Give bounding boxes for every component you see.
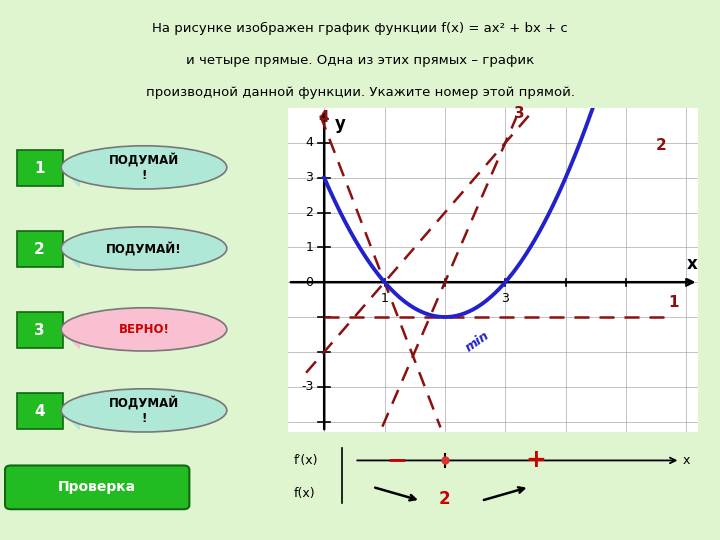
- Polygon shape: [61, 151, 83, 186]
- Text: ПОДУМАЙ
!: ПОДУМАЙ !: [109, 153, 179, 182]
- Text: 2: 2: [656, 138, 667, 153]
- Text: На рисунке изображен график функции f(x) = ax² + bx + c: На рисунке изображен график функции f(x)…: [152, 22, 568, 35]
- Text: f′(x): f′(x): [294, 454, 318, 467]
- Polygon shape: [61, 313, 83, 348]
- Text: y: y: [335, 115, 346, 133]
- Text: 3: 3: [305, 171, 313, 184]
- Ellipse shape: [61, 308, 227, 351]
- Text: Проверка: Проверка: [58, 480, 136, 494]
- Ellipse shape: [61, 227, 227, 270]
- Text: 3: 3: [35, 323, 45, 338]
- Text: ПОДУМАЙ
!: ПОДУМАЙ !: [109, 396, 179, 425]
- Text: и четыре прямые. Одна из этих прямых – график: и четыре прямые. Одна из этих прямых – г…: [186, 54, 534, 67]
- Text: 3: 3: [501, 292, 509, 305]
- Text: 2: 2: [35, 242, 45, 257]
- FancyBboxPatch shape: [17, 150, 63, 186]
- FancyBboxPatch shape: [17, 312, 63, 348]
- Text: min: min: [463, 329, 492, 355]
- Text: 4: 4: [35, 404, 45, 419]
- Text: 2: 2: [439, 490, 451, 509]
- Text: 1: 1: [305, 241, 313, 254]
- Text: ВЕРНО!: ВЕРНО!: [119, 323, 169, 336]
- Polygon shape: [61, 232, 83, 267]
- Ellipse shape: [61, 146, 227, 189]
- FancyBboxPatch shape: [17, 231, 63, 267]
- Text: x: x: [687, 255, 698, 273]
- Polygon shape: [61, 394, 83, 429]
- Text: 3: 3: [514, 106, 525, 122]
- Text: производной данной функции. Укажите номер этой прямой.: производной данной функции. Укажите номе…: [145, 86, 575, 99]
- Text: −: −: [386, 448, 407, 472]
- Text: 4: 4: [305, 136, 313, 150]
- FancyBboxPatch shape: [17, 393, 63, 429]
- Text: ПОДУМАЙ!: ПОДУМАЙ!: [106, 241, 182, 255]
- Text: 1: 1: [35, 161, 45, 176]
- Text: +: +: [525, 448, 546, 472]
- Text: 1: 1: [668, 295, 679, 310]
- Text: f(x): f(x): [294, 487, 315, 500]
- Text: -3: -3: [301, 380, 313, 393]
- Ellipse shape: [61, 389, 227, 432]
- Text: x: x: [683, 454, 690, 467]
- Text: 2: 2: [305, 206, 313, 219]
- Text: 4: 4: [318, 110, 329, 125]
- Text: 0: 0: [305, 276, 313, 289]
- FancyBboxPatch shape: [5, 465, 189, 509]
- Text: 1: 1: [381, 292, 389, 305]
